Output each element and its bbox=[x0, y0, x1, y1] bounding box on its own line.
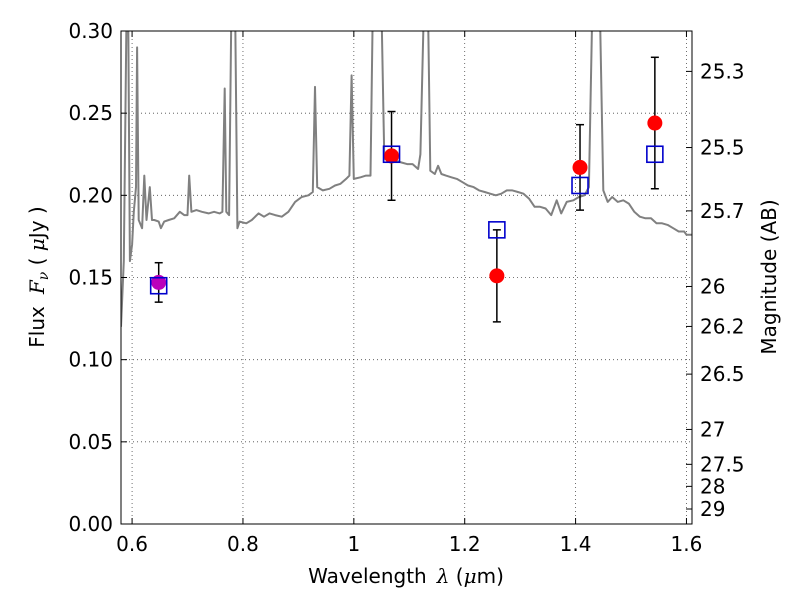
plot-frame bbox=[120, 30, 693, 525]
x-tick-label: 1.4 bbox=[560, 532, 592, 556]
model-point bbox=[646, 145, 664, 164]
y2-tick-label: 27.5 bbox=[700, 452, 745, 476]
y2-tick-label: 27 bbox=[700, 417, 725, 441]
x-axis-label-unit-open: ( bbox=[449, 564, 463, 588]
x-axis-label-unit-symbol: μ bbox=[464, 564, 477, 588]
y-tick-label: 0.10 bbox=[68, 348, 113, 372]
x-axis-label-symbol: λ bbox=[436, 564, 450, 588]
y2-tick-label: 25.5 bbox=[700, 136, 745, 160]
x-tick-label: 1 bbox=[347, 532, 360, 556]
observed-point bbox=[489, 268, 505, 284]
y-axis-label-unit-symbol: μ bbox=[25, 238, 49, 251]
x-tick-label: 1.6 bbox=[671, 532, 703, 556]
observed-point bbox=[572, 159, 588, 175]
spectrum-line bbox=[121, 31, 692, 327]
x-axis-label-prefix: Wavelength bbox=[308, 564, 427, 588]
observed-point bbox=[647, 115, 663, 131]
y2-tick-label: 29 bbox=[700, 497, 725, 521]
y-axis-label-prefix: Flux bbox=[25, 306, 49, 348]
y2-axis-label: Magnitude (AB) bbox=[757, 199, 781, 354]
y-axis-label: Flux Fν ( μJy ) bbox=[25, 206, 52, 347]
x-tick-label: 0.8 bbox=[227, 532, 259, 556]
model-point bbox=[571, 176, 589, 195]
y-axis-label-subscript: ν bbox=[36, 271, 52, 280]
y-axis-label-unit-open: ( bbox=[25, 251, 49, 272]
y2-tick-label: 26.5 bbox=[700, 362, 745, 386]
y2-tick-label: 26.2 bbox=[700, 314, 745, 338]
spectrum-layer bbox=[121, 31, 692, 327]
model-point bbox=[149, 276, 168, 295]
y2-tick-label: 28 bbox=[700, 474, 725, 498]
points-layer bbox=[149, 56, 664, 323]
y-axis-label-unit-rest: Jy ) bbox=[25, 206, 49, 240]
model-point bbox=[488, 221, 506, 239]
x-tick-label: 1.2 bbox=[449, 532, 481, 556]
observed-point bbox=[384, 148, 400, 164]
y2-tick-label: 25.3 bbox=[700, 59, 745, 83]
x-tick-label: 0.6 bbox=[116, 532, 148, 556]
y-tick-label: 0.30 bbox=[68, 19, 113, 43]
observed-point bbox=[151, 274, 167, 290]
ticks-layer: 0.6 0.8 1 1.2 1.4 1.6 0.00 0.05 0.10 0.15 0.20 0.25… bbox=[68, 19, 744, 556]
y-axis-label-symbol: F bbox=[25, 279, 49, 295]
model-point bbox=[382, 145, 401, 164]
y-tick-label: 0.20 bbox=[68, 183, 113, 207]
grid-layer bbox=[121, 30, 692, 525]
y-tick-label: 0.25 bbox=[68, 101, 113, 125]
x-axis-label-unit-rest: m) bbox=[477, 564, 504, 588]
y-tick-label: 0.15 bbox=[68, 266, 113, 290]
y2-tick-label: 26 bbox=[700, 274, 725, 298]
x-axis-label: Wavelength λ (μm) bbox=[308, 564, 504, 588]
y-tick-label: 0.05 bbox=[68, 430, 113, 454]
y2-tick-label: 25.7 bbox=[700, 199, 745, 223]
y-tick-label: 0.00 bbox=[68, 512, 113, 536]
